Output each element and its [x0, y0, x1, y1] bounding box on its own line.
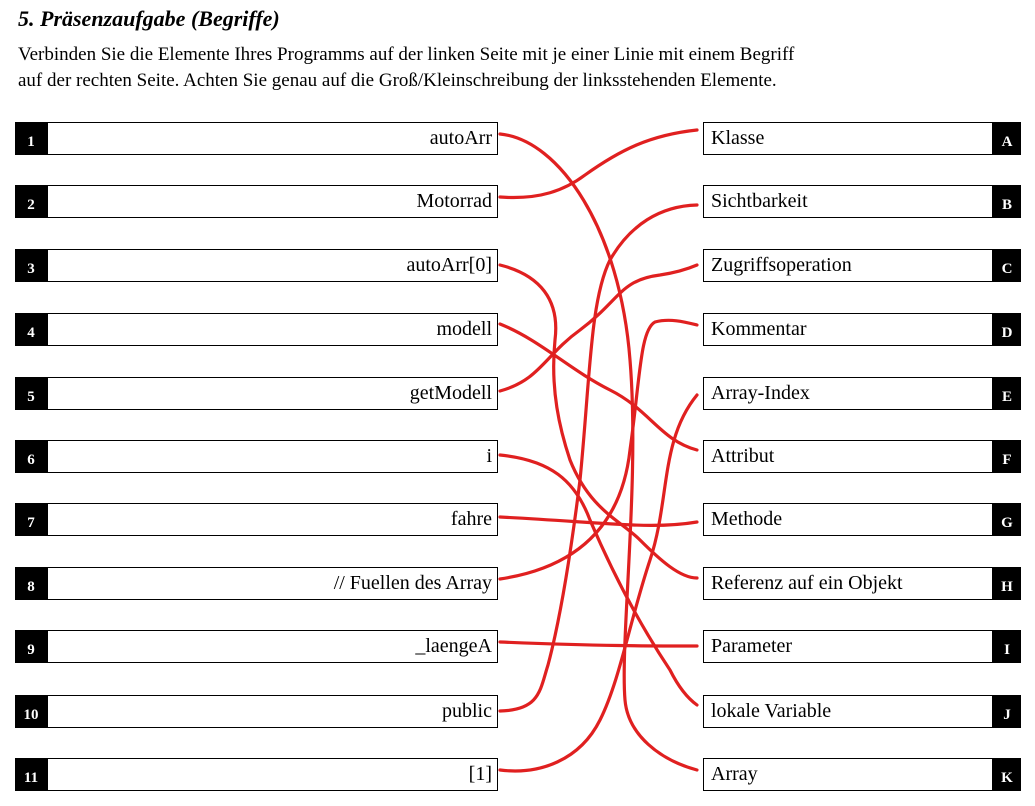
right-letter-D: D	[993, 313, 1021, 346]
left-number-8: 8	[15, 567, 47, 600]
right-item-zugriffsoperation[interactable]: Zugriffsoperation	[703, 249, 993, 282]
left-number-3: 3	[15, 249, 47, 282]
right-item-lokale-variable[interactable]: lokale Variable	[703, 695, 993, 728]
left-item-autoArr[interactable]: autoArr	[47, 122, 498, 155]
right-item-klasse[interactable]: Klasse	[703, 122, 993, 155]
left-number-5: 5	[15, 377, 47, 410]
instruction-line-1: Verbinden Sie die Elemente Ihres Program…	[18, 44, 795, 65]
right-item-methode[interactable]: Methode	[703, 503, 993, 536]
right-item-attribut[interactable]: Attribut	[703, 440, 993, 473]
left-item-i[interactable]: i	[47, 440, 498, 473]
line-6-J	[498, 453, 699, 707]
line-8-D	[498, 318, 699, 581]
left-number-2: 2	[15, 185, 47, 218]
task-instructions: Verbinden Sie die Elemente Ihres Program…	[18, 42, 1023, 94]
left-number-4: 4	[15, 313, 47, 346]
right-letter-H: H	[993, 567, 1021, 600]
left-number-10: 10	[15, 695, 47, 728]
right-letter-F: F	[993, 440, 1021, 473]
left-number-6: 6	[15, 440, 47, 473]
right-letter-C: C	[993, 249, 1021, 282]
line-4-F	[498, 322, 699, 452]
left-item-fahre[interactable]: fahre	[47, 503, 498, 536]
left-item-getModell[interactable]: getModell	[47, 377, 498, 410]
left-item-Motorrad[interactable]: Motorrad	[47, 185, 498, 218]
line-7-G	[498, 515, 699, 527]
line-5-C	[498, 263, 699, 393]
left-number-11: 11	[15, 758, 47, 791]
left-item-public[interactable]: public	[47, 695, 498, 728]
left-item-autoArr0[interactable]: autoArr[0]	[47, 249, 498, 282]
right-item-array[interactable]: Array	[703, 758, 993, 791]
right-letter-K: K	[993, 758, 1021, 791]
right-letter-E: E	[993, 377, 1021, 410]
task-title: 5. Präsenzaufgabe (Begriffe)	[18, 6, 280, 31]
instruction-line-2: auf der rechten Seite. Achten Sie genau …	[18, 70, 777, 91]
right-item-sichtbarkeit[interactable]: Sichtbarkeit	[703, 185, 993, 218]
right-item-array-index[interactable]: Array-Index	[703, 377, 993, 410]
right-letter-B: B	[993, 185, 1021, 218]
right-item-referenz[interactable]: Referenz auf ein Objekt	[703, 567, 993, 600]
right-letter-G: G	[993, 503, 1021, 536]
left-item-laengeA[interactable]: _laengeA	[47, 630, 498, 663]
right-item-kommentar[interactable]: Kommentar	[703, 313, 993, 346]
left-number-1: 1	[15, 122, 47, 155]
right-item-parameter[interactable]: Parameter	[703, 630, 993, 663]
left-item-index1[interactable]: [1]	[47, 758, 498, 791]
right-letter-I: I	[993, 630, 1021, 663]
left-item-comment[interactable]: // Fuellen des Array	[47, 567, 498, 600]
left-number-7: 7	[15, 503, 47, 536]
line-11-E	[498, 393, 699, 773]
line-10-B	[498, 203, 699, 713]
right-letter-J: J	[993, 695, 1021, 728]
line-9-I	[498, 640, 699, 648]
line-3-H	[498, 263, 699, 580]
left-item-modell[interactable]: modell	[47, 313, 498, 346]
line-1-K	[498, 132, 699, 772]
left-number-9: 9	[15, 630, 47, 663]
line-2-A	[498, 128, 699, 200]
right-letter-A: A	[993, 122, 1021, 155]
